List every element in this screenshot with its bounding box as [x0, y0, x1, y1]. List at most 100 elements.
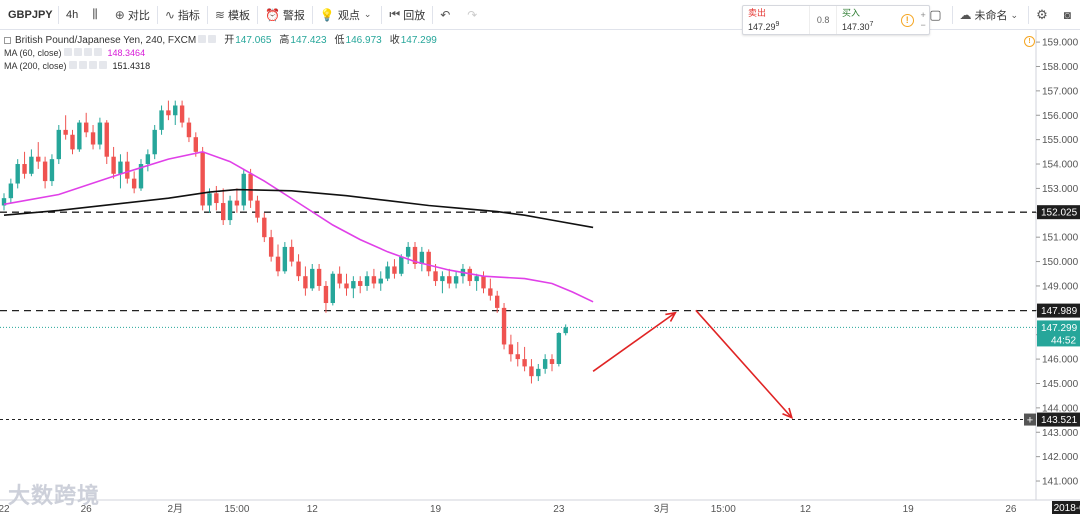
alert-button[interactable]: ⏰ 警报 [258, 0, 312, 30]
candles-icon: ⫼ [92, 7, 98, 21]
ma200-name: MA (200, close) [4, 61, 67, 71]
ideas-button[interactable]: 💡 观点 ⌄ [313, 0, 382, 30]
watermark-logo: 大数跨境 [8, 483, 101, 508]
x-tick-label: 26 [81, 504, 93, 514]
low-label: 低 [334, 35, 345, 46]
candle-body [529, 366, 534, 377]
x-tick-label: 22 [0, 504, 10, 514]
candle-body [221, 203, 226, 221]
countdown-label: 44:52 [1051, 335, 1076, 346]
candle-body [207, 193, 212, 206]
y-tick-label: 157.000 [1042, 86, 1079, 97]
settings-button[interactable]: ⚙ [1029, 0, 1058, 30]
fullscreen-button[interactable]: ▢ [922, 0, 951, 30]
buy-button[interactable]: 买入 147.307 [836, 6, 897, 34]
info-warning-icon[interactable]: ! [1024, 36, 1035, 47]
buy-label: 买入 [842, 8, 861, 18]
x-tick-label: 15:00 [711, 504, 736, 514]
chart-style-button[interactable]: ⫼ [85, 0, 108, 30]
candle-body [344, 283, 349, 289]
open-value: 147.065 [235, 35, 272, 46]
legend-buttons[interactable] [62, 47, 102, 60]
candle-body [255, 200, 260, 218]
candle-body [426, 251, 431, 272]
candle-body [474, 276, 479, 282]
symbol-title: British Pound/Japanese Yen, 240, FXCM [15, 35, 197, 46]
camera-icon: ◙ [1063, 8, 1071, 22]
toolbar-divider [1028, 6, 1030, 24]
legend-buttons[interactable] [196, 34, 217, 47]
candle-body [447, 276, 452, 284]
y-tick-label: 141.000 [1042, 477, 1079, 488]
y-tick-label: 151.000 [1042, 233, 1079, 244]
spread-value: 0.8 [816, 15, 830, 25]
candle-body [296, 261, 301, 277]
toolbar-divider [432, 5, 434, 24]
sell-price: 147.299 [748, 21, 780, 32]
replay-button[interactable]: ⏮ 回放 [382, 0, 432, 30]
crosshair-add-button [1024, 413, 1036, 426]
close-icon [83, 48, 92, 56]
candle-body [330, 273, 335, 304]
candle-body [542, 359, 548, 369]
candle-body [29, 156, 34, 174]
redo-button[interactable]: ↷ [460, 0, 487, 30]
y-tick-label: 154.000 [1042, 160, 1079, 171]
sell-label: 卖出 [748, 8, 767, 18]
buy-price: 147.307 [842, 21, 874, 32]
templates-button[interactable]: ≋ 模板 [208, 0, 257, 30]
low-value: 146.973 [345, 35, 382, 46]
y-tick-label: 155.000 [1042, 135, 1079, 146]
chevron-down-icon: ⌄ [363, 9, 372, 19]
level-price-label: 147.989 [1041, 306, 1078, 317]
x-tick-label: 3月 [654, 503, 670, 514]
collapse-legend-icon[interactable] [4, 37, 11, 44]
ma60-line [3, 150, 594, 303]
close-value: 147.299 [400, 35, 437, 46]
candle-body [515, 354, 520, 360]
y-tick-label: 146.000 [1042, 355, 1079, 366]
candle-body [138, 164, 144, 189]
plus-icon: + [1027, 415, 1033, 427]
legend-buttons[interactable] [67, 60, 107, 73]
candle-body [556, 333, 562, 364]
candle-body [405, 246, 411, 257]
candle-body [549, 359, 555, 364]
gear-icon: ⚙ [1036, 7, 1048, 22]
symbol-search-button[interactable]: GBPJPY [0, 0, 58, 30]
x-tick-label: 19 [430, 504, 442, 514]
sell-button[interactable]: 卖出 147.299 [743, 6, 811, 34]
minus-icon: − [920, 20, 926, 30]
ma60-name: MA (60, close) [4, 48, 62, 58]
candle-body [310, 268, 315, 289]
last-price-label: 147.299 [1041, 323, 1078, 334]
trade-expand-button[interactable]: + − [917, 6, 929, 34]
replay-icon: ⏮ [389, 7, 401, 21]
fullscreen-icon: ▢ [929, 7, 942, 22]
price-chart[interactable]: 141.000 142.000 143.000 144.000 145.000 146.0… [0, 30, 1080, 514]
candle-body [77, 122, 82, 150]
trade-warning-button[interactable]: ! [897, 6, 917, 34]
ma200-legend-row: MA (200, close) 151.4318 [4, 60, 437, 73]
candle-body [358, 281, 363, 286]
compare-button[interactable]: ⊕ 对比 [108, 0, 157, 30]
ma200-value: 151.4318 [112, 61, 151, 71]
toolbar-divider [951, 6, 953, 24]
layout-name: 未命名 [974, 10, 1008, 22]
candle-body [70, 134, 75, 150]
candle-body [481, 276, 486, 289]
candle-body [36, 156, 41, 162]
replay-label: 回放 [403, 9, 426, 22]
interval-button[interactable]: 4h [59, 0, 85, 30]
save-layout-button[interactable]: ☁ 未命名 ⌄ [953, 0, 1029, 30]
candle-body [186, 122, 192, 138]
indicators-icon: ∿ [164, 7, 175, 22]
indicators-button[interactable]: ∿ 指标 [158, 0, 207, 30]
y-tick-label: 142.000 [1042, 452, 1079, 463]
x-tick-label: 2月 [167, 503, 183, 514]
candle-body [1, 198, 7, 206]
snapshot-button[interactable]: ◙ [1058, 0, 1080, 30]
undo-button[interactable]: ↶ [433, 0, 460, 30]
candle-body [159, 110, 164, 130]
